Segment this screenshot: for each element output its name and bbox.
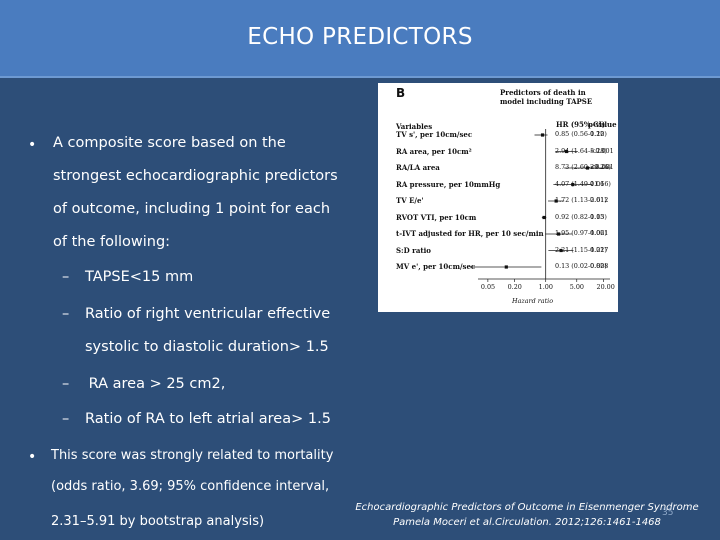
sub-item-text: Ratio of RA to left atrial area> 1.5 bbox=[85, 411, 331, 427]
hr-ci-value: 4.07 (1.49-11.16) bbox=[555, 179, 611, 188]
hr-point bbox=[559, 248, 563, 253]
hr-ci-value: 2.94 (1.64-5.28) bbox=[555, 146, 607, 155]
bullet-2-line: 2.31–5.91 by bootstrap analysis) bbox=[51, 514, 265, 529]
hr-ci-value: 0.13 (0.02-0.80) bbox=[555, 262, 607, 270]
x-tick-label: 0.20 bbox=[507, 283, 522, 291]
column-header-variables: Variables bbox=[396, 122, 433, 131]
bullet-marker: • bbox=[28, 137, 37, 153]
p-value: 0.017 bbox=[590, 245, 609, 254]
sub-item-dash: – bbox=[62, 376, 70, 392]
x-tick-label: 1.00 bbox=[538, 283, 553, 291]
slide-title: ECHO PREDICTORS bbox=[247, 24, 473, 50]
p-value: <0.001 bbox=[590, 146, 614, 155]
column-header-p: p-value bbox=[588, 120, 617, 129]
hr-point bbox=[504, 265, 508, 269]
sub-item-text: systolic to diastolic duration> 1.5 bbox=[85, 339, 329, 355]
title-bar: ECHO PREDICTORS bbox=[0, 0, 720, 78]
sub-item-dash: – bbox=[62, 411, 70, 427]
variable-label: RVOT VTI, per 10cm bbox=[396, 212, 477, 222]
variable-label: t-IVT adjusted for HR, per 10 sec/min bbox=[396, 229, 544, 238]
sub-item-text: RA area > 25 cm2, bbox=[84, 376, 226, 392]
variable-label: TV s', per 10cm/sec bbox=[396, 130, 473, 139]
variable-label: TV E/e' bbox=[396, 196, 424, 205]
variable-label: RA/LA area bbox=[396, 163, 440, 172]
p-value: 0.15 bbox=[590, 212, 605, 221]
slide-number: 35 bbox=[662, 508, 674, 518]
hr-point bbox=[540, 133, 545, 137]
x-tick-label: 20.00 bbox=[596, 283, 615, 291]
citation-line: Echocardiographic Predictors of Outcome … bbox=[355, 502, 699, 513]
figure-heading: model including TAPSE bbox=[500, 97, 593, 106]
variable-label: MV e', per 10cm/sec bbox=[396, 262, 476, 271]
bullet-1-line: of the following: bbox=[53, 234, 171, 250]
x-axis-label: Hazard ratio bbox=[512, 297, 554, 305]
p-value: 0.012 bbox=[590, 196, 609, 204]
p-value: 0.028 bbox=[590, 262, 609, 270]
variable-label: S:D ratio bbox=[396, 245, 431, 255]
hr-point bbox=[554, 199, 558, 203]
sub-item-dash: – bbox=[62, 269, 70, 285]
hr-ci-value: 0.92 (0.82-1.03) bbox=[555, 212, 607, 221]
x-tick-label: 0.05 bbox=[480, 283, 496, 291]
variable-label: RA pressure, per 10mmHg bbox=[396, 179, 501, 189]
hr-ci-value: 1.72 (1.13-2.61) bbox=[555, 196, 607, 204]
hr-ci-value: 0.85 (0.56-1.10) bbox=[555, 130, 607, 138]
p-value: <0.001 bbox=[590, 163, 614, 171]
citation-line: Pamela Moceri et al.Circulation. 2012;12… bbox=[393, 517, 661, 528]
hr-point bbox=[564, 149, 569, 154]
bullet-1-line: of outcome, including 1 point for each bbox=[53, 201, 331, 217]
bullet-marker: • bbox=[28, 449, 37, 465]
p-value: 0.22 bbox=[590, 130, 605, 138]
bullet-1-line: A composite score based on the bbox=[53, 135, 286, 151]
bullet-1-line: strongest echocardiographic predictors bbox=[53, 168, 338, 184]
hr-point bbox=[585, 166, 590, 170]
sub-item-text: TAPSE<15 mm bbox=[85, 269, 194, 285]
sub-item-dash: – bbox=[62, 306, 70, 322]
forest-plot-figure: B Predictors of death in model including… bbox=[378, 83, 618, 312]
hr-ci-value: 1.95 (0.97-4.02) bbox=[555, 229, 607, 237]
bullet-2-line: This score was strongly related to morta… bbox=[51, 448, 334, 463]
hr-point bbox=[556, 232, 561, 236]
p-value: 0.061 bbox=[590, 229, 609, 237]
variable-label: RA area, per 10cm² bbox=[396, 146, 472, 156]
hr-point bbox=[571, 182, 575, 187]
hr-ci-value: 2.21 (1.15-4.22) bbox=[555, 245, 607, 254]
p-value: 0.06 bbox=[590, 179, 605, 188]
x-tick-label: 5.00 bbox=[569, 283, 584, 291]
citation: Echocardiographic Predictors of Outcome … bbox=[352, 500, 702, 530]
figure-heading: Predictors of death in bbox=[500, 88, 586, 97]
hr-ci-value: 8.73 (2.60-29.26) bbox=[555, 163, 611, 171]
figure-panel-letter: B bbox=[396, 86, 406, 100]
hr-point bbox=[542, 215, 546, 220]
column-header-hr: HR (95% CI) bbox=[556, 120, 606, 129]
sub-item-text: Ratio of right ventricular effective bbox=[85, 306, 331, 322]
forest-plot-svg bbox=[470, 129, 611, 282]
bullet-2-line: (odds ratio, 3.69; 95% confidence interv… bbox=[51, 479, 330, 494]
